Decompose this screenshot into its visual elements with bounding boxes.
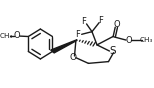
Polygon shape (51, 40, 77, 53)
Text: O: O (114, 20, 120, 29)
Text: O: O (13, 31, 20, 40)
Text: O: O (126, 36, 132, 45)
Text: F: F (81, 18, 86, 26)
Text: CH₃: CH₃ (0, 33, 13, 39)
Text: F: F (75, 30, 80, 39)
Text: O: O (70, 53, 77, 62)
Text: F: F (99, 16, 103, 25)
Text: S: S (109, 46, 116, 56)
Text: CH₃: CH₃ (140, 37, 153, 43)
